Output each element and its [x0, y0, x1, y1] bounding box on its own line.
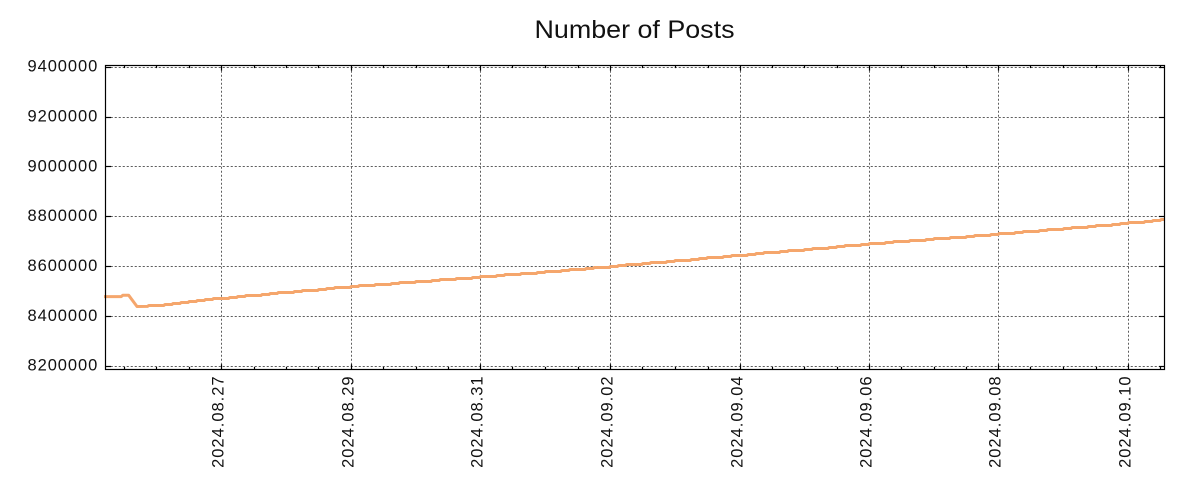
- svg-text:9200000: 9200000: [28, 108, 98, 126]
- svg-text:Number of Posts: Number of Posts: [535, 16, 735, 44]
- svg-text:8800000: 8800000: [28, 207, 98, 225]
- svg-text:2024.09.02: 2024.09.02: [599, 376, 617, 468]
- svg-text:2024.08.29: 2024.08.29: [340, 376, 358, 468]
- svg-text:8200000: 8200000: [28, 357, 98, 375]
- svg-text:2024.09.04: 2024.09.04: [729, 376, 747, 468]
- svg-text:2024.08.31: 2024.08.31: [469, 376, 487, 468]
- svg-text:2024.09.08: 2024.09.08: [987, 376, 1005, 468]
- svg-text:2024.09.06: 2024.09.06: [858, 376, 876, 468]
- svg-text:9000000: 9000000: [28, 157, 98, 175]
- svg-text:2024.08.27: 2024.08.27: [210, 376, 228, 468]
- svg-text:8600000: 8600000: [28, 257, 98, 275]
- svg-text:8400000: 8400000: [28, 307, 98, 325]
- svg-text:2024.09.10: 2024.09.10: [1117, 376, 1135, 468]
- svg-text:9400000: 9400000: [28, 58, 98, 76]
